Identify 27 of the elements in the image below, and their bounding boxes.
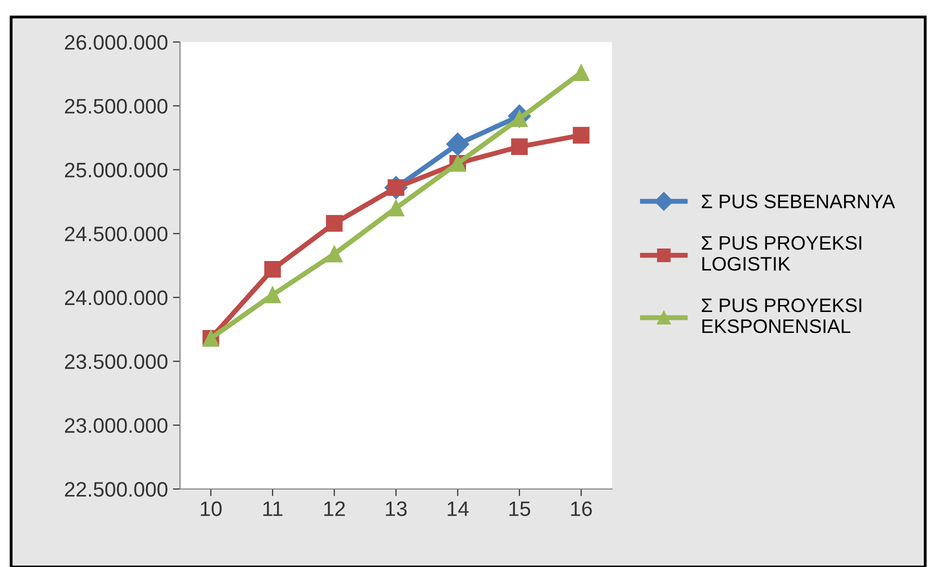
- x-tick-label: 10: [200, 501, 222, 516]
- y-tick-label: 24.000.000: [64, 290, 168, 306]
- point: [264, 286, 281, 304]
- y-tick-label: 26.000.000: [64, 35, 168, 50]
- legend-label: Σ PUS PROYEKSI EKSPONENSIAL: [702, 298, 862, 334]
- point: [572, 126, 590, 144]
- legend-label: Σ PUS PROYEKSI LOGISTIK: [702, 236, 862, 271]
- x-tick-label: 15: [509, 502, 530, 516]
- point: [446, 132, 470, 156]
- x-tick-label: 11: [263, 502, 282, 516]
- legend-label: Σ PUS SEBENARNYA: [702, 194, 896, 208]
- x-tick-label: 13: [386, 501, 407, 516]
- y-tick-label: 25.500.000: [64, 98, 168, 114]
- y-tick-label: 24.500.000: [64, 226, 168, 242]
- y-tick-label: 22.500.000: [64, 482, 168, 497]
- x-tick-label: 14: [448, 502, 469, 516]
- y-tick-label: 23.500.000: [64, 354, 168, 370]
- x-tick-label: 16: [571, 501, 592, 516]
- point: [326, 215, 343, 232]
- point: [388, 200, 404, 216]
- point: [511, 138, 528, 156]
- point: [326, 246, 343, 262]
- point: [264, 261, 281, 278]
- point: [572, 64, 590, 81]
- y-tick-label: 23.000.000: [64, 418, 168, 433]
- y-tick-label: 25.000.000: [64, 162, 168, 178]
- x-tick-label: 12: [324, 501, 345, 516]
